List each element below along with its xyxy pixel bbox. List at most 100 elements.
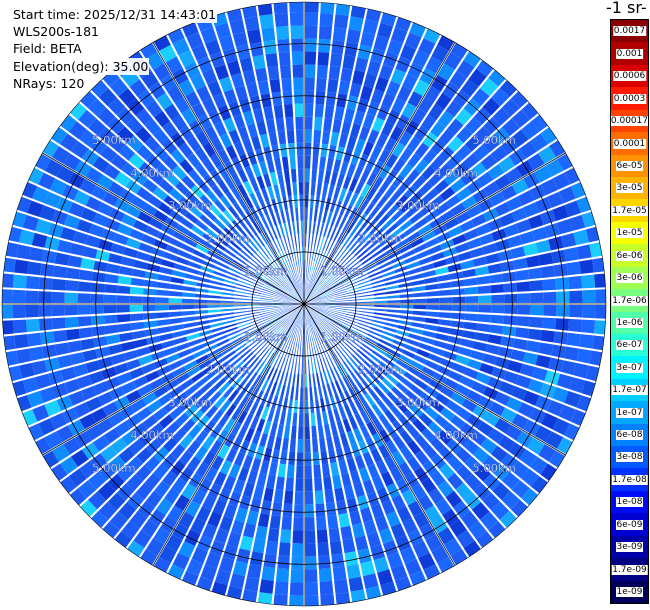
ray-cell [288,195,293,209]
ray-cell [209,373,223,385]
ray-cell [238,396,249,410]
ray-cell [261,291,275,296]
ray-cell [383,326,397,333]
ray-cell [257,3,273,16]
ray-cell [323,117,333,132]
ray-cell [242,589,258,603]
ray-cell [487,376,503,390]
ray-cell [255,148,265,163]
ray-cell [170,324,185,332]
ray-cell [453,89,471,108]
ray-cell [290,234,295,248]
ray-cell [239,495,252,510]
ray-cell [118,447,135,464]
ray-cell [463,277,478,287]
ray-cell [348,302,362,304]
ray-cell [219,459,233,475]
ray-cell [259,579,274,594]
ray-cell [29,247,44,262]
ray-cell [158,392,173,406]
ray-cell [391,97,406,114]
ray-cell [412,292,427,298]
ray-cell [227,223,239,236]
ray-cell [357,212,368,226]
ray-cell [287,304,303,312]
ray-cell [305,478,313,492]
ray-cell [170,148,186,164]
ray-cell [340,363,349,376]
ray-cell [39,387,56,403]
ray-cell [456,126,473,144]
ray-cell [300,335,302,349]
ray-cell [211,455,224,471]
ray-cell [328,322,340,332]
ray-cell [366,240,379,251]
ray-cell [223,369,236,381]
ray-cell [164,217,179,229]
ray-cell [255,252,265,263]
ray-cell [320,196,326,210]
ray-cell [186,558,204,576]
ray-cell [451,234,467,246]
ray-cell [359,198,370,212]
ray-cell [172,523,189,541]
ray-cell [338,460,349,475]
ray-cell [404,255,418,264]
ray-cell [207,511,222,528]
azimuth-gridline [303,152,566,305]
ray-cell [439,305,453,311]
ray-cell [227,372,239,385]
ray-cell [268,338,278,350]
ray-cell [351,354,363,366]
ray-cell [217,180,230,194]
ray-cell [391,564,408,581]
ray-cell [460,422,477,438]
ray-cell [455,482,473,500]
ray-cell [361,297,375,300]
ray-cell [332,286,345,293]
ray-cell [430,437,445,453]
ray-cell [77,281,92,292]
ray-cell [194,445,209,461]
ray-cell [235,507,248,523]
ray-cell [249,41,264,57]
ray-cell [222,47,238,64]
ray-cell [386,313,400,318]
ray-cell [377,213,390,226]
ray-cell [529,407,547,424]
colorbar-label: 1e-08 [615,497,644,508]
ray-cell [366,172,378,187]
ray-cell [463,321,478,331]
ray-cell [430,453,447,470]
ray-cell [395,214,409,227]
ray-cell [188,119,203,136]
ray-cell [340,328,352,337]
ray-cell [141,70,159,89]
ray-cell [326,273,337,283]
ray-cell [313,208,318,222]
ray-cell [78,480,97,499]
ray-cell [70,449,89,467]
ray-cell [482,135,500,153]
ray-cell [293,194,298,209]
ray-cell [372,350,385,360]
ray-cell [325,326,335,337]
ray-cell [318,555,331,570]
ray-cell [275,291,288,298]
ray-cell [207,305,221,308]
ray-cell [413,79,430,97]
ray-cell [320,344,327,358]
colorbar-segment: 1.7e-08 [611,468,648,492]
ray-cell [442,508,460,527]
ray-cell [511,129,529,148]
ray-cell [400,299,414,303]
ray-cell [424,210,439,223]
ray-cell [527,328,543,341]
ray-cell [188,472,203,489]
ray-cell [343,361,352,374]
ray-cell [236,216,247,229]
ray-cell [352,523,365,539]
ray-cell [311,334,315,348]
ray-cell [360,425,371,440]
ray-cell [401,102,417,119]
